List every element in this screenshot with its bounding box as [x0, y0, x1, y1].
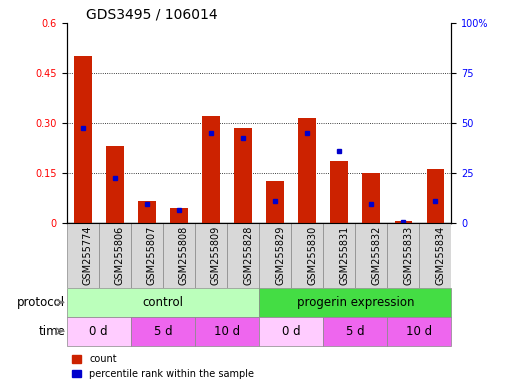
Text: time: time [38, 325, 65, 338]
Text: 5 d: 5 d [346, 325, 365, 338]
Text: GSM255834: GSM255834 [436, 226, 445, 285]
Bar [394, 221, 412, 223]
FancyBboxPatch shape [323, 317, 387, 346]
FancyBboxPatch shape [131, 223, 163, 288]
Bar [74, 56, 91, 223]
Legend: count, percentile rank within the sample: count, percentile rank within the sample [71, 354, 254, 379]
Text: GSM255832: GSM255832 [371, 226, 381, 285]
Text: GDS3495 / 106014: GDS3495 / 106014 [86, 8, 218, 22]
Text: 0 d: 0 d [89, 325, 108, 338]
FancyBboxPatch shape [387, 317, 451, 346]
FancyBboxPatch shape [259, 223, 291, 288]
Text: GSM255774: GSM255774 [83, 226, 93, 285]
FancyBboxPatch shape [195, 223, 227, 288]
Text: GSM255829: GSM255829 [275, 226, 285, 285]
FancyBboxPatch shape [355, 223, 387, 288]
Bar [299, 118, 316, 223]
FancyBboxPatch shape [195, 317, 259, 346]
FancyBboxPatch shape [67, 223, 98, 288]
Bar [202, 116, 220, 223]
FancyBboxPatch shape [131, 317, 195, 346]
Bar [138, 201, 155, 223]
Bar [234, 128, 252, 223]
FancyBboxPatch shape [163, 223, 195, 288]
Text: 0 d: 0 d [282, 325, 301, 338]
Bar [363, 173, 380, 223]
Bar [106, 146, 124, 223]
Text: protocol: protocol [17, 296, 65, 309]
FancyBboxPatch shape [420, 223, 451, 288]
Text: GSM255809: GSM255809 [211, 226, 221, 285]
Text: 5 d: 5 d [153, 325, 172, 338]
Text: 10 d: 10 d [406, 325, 432, 338]
Text: GSM255830: GSM255830 [307, 226, 317, 285]
Text: GSM255833: GSM255833 [403, 226, 413, 285]
FancyBboxPatch shape [227, 223, 259, 288]
Bar [170, 208, 188, 223]
Text: control: control [143, 296, 183, 309]
Text: progerin expression: progerin expression [297, 296, 414, 309]
Bar [266, 181, 284, 223]
Text: GSM255831: GSM255831 [339, 226, 349, 285]
FancyBboxPatch shape [323, 223, 355, 288]
Text: 10 d: 10 d [214, 325, 240, 338]
FancyBboxPatch shape [98, 223, 131, 288]
FancyBboxPatch shape [387, 223, 420, 288]
FancyBboxPatch shape [67, 317, 131, 346]
Text: GSM255807: GSM255807 [147, 226, 157, 285]
FancyBboxPatch shape [291, 223, 323, 288]
Text: GSM255828: GSM255828 [243, 226, 253, 285]
Text: GSM255808: GSM255808 [179, 226, 189, 285]
FancyBboxPatch shape [67, 288, 259, 317]
FancyBboxPatch shape [259, 288, 451, 317]
Bar [427, 169, 444, 223]
Text: GSM255806: GSM255806 [115, 226, 125, 285]
FancyBboxPatch shape [259, 317, 323, 346]
Bar [330, 161, 348, 223]
